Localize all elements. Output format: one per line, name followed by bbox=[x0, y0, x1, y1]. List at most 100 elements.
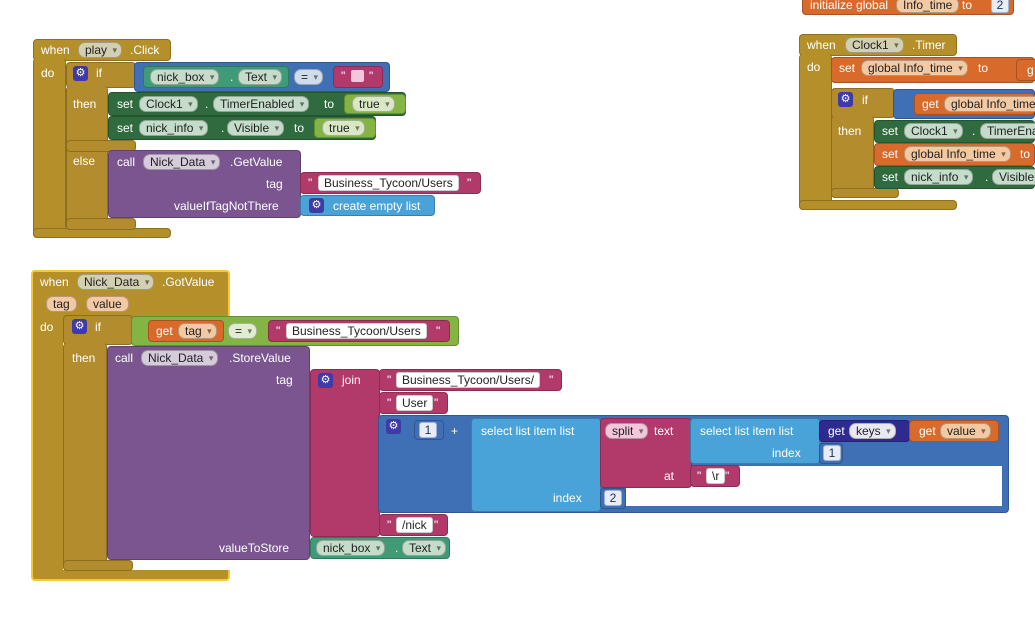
at-socket-label: at bbox=[664, 469, 675, 483]
select-list-item-label: select list item list bbox=[700, 424, 794, 438]
text-socket-label: text bbox=[654, 424, 674, 438]
component-dropdown-nick-data[interactable]: Nick_Data bbox=[143, 154, 221, 170]
variable-dropdown[interactable]: global Info_time bbox=[904, 146, 1011, 162]
property-dropdown-timerenabled[interactable]: TimerEnabled bbox=[213, 96, 310, 112]
create-empty-list-block[interactable] bbox=[300, 195, 435, 216]
get-keyword: get bbox=[156, 324, 173, 338]
create-empty-list-label: create empty list bbox=[333, 199, 421, 213]
join-block[interactable] bbox=[310, 369, 380, 537]
set-keyword: set bbox=[882, 170, 899, 184]
event-param-value[interactable]: value bbox=[86, 296, 129, 312]
number-field[interactable]: 2 bbox=[604, 490, 622, 506]
select-list-item-block-2[interactable] bbox=[690, 418, 820, 464]
component-dropdown-nick-info[interactable]: nick_info bbox=[904, 169, 974, 185]
text-field[interactable]: \r bbox=[706, 468, 726, 484]
if-keyword: if bbox=[95, 320, 101, 334]
split-dropdown[interactable]: split bbox=[605, 423, 649, 439]
set-keyword: set bbox=[117, 121, 134, 135]
quote-right: " bbox=[725, 469, 730, 483]
text-field[interactable]: Business_Tycoon/Users/ bbox=[396, 372, 541, 388]
initialize-global-label: initialize global bbox=[810, 0, 889, 12]
index-label: index bbox=[772, 446, 801, 460]
to-keyword: to bbox=[962, 0, 973, 12]
number-field[interactable]: 1 bbox=[419, 422, 437, 438]
quote-left: " bbox=[276, 324, 281, 338]
then-keyword: then bbox=[73, 97, 97, 111]
number-field[interactable]: 1 bbox=[823, 445, 841, 461]
variable-dropdown-value[interactable]: value bbox=[940, 423, 991, 439]
number-field[interactable]: 2 bbox=[991, 0, 1009, 13]
quote-right: " bbox=[467, 176, 472, 190]
component-dropdown-clock1[interactable]: Clock1 bbox=[904, 123, 963, 139]
quote-left: " bbox=[697, 469, 702, 483]
to-keyword: to bbox=[1020, 147, 1031, 161]
set-keyword: set bbox=[882, 147, 899, 161]
mutator-gear-icon[interactable]: ⚙ bbox=[318, 373, 333, 388]
call-nick-data-storevalue[interactable] bbox=[107, 346, 310, 560]
property-dropdown-timerenabled[interactable]: TimerEna bbox=[980, 123, 1035, 139]
quote-left: " bbox=[341, 69, 346, 83]
to-keyword: to bbox=[978, 61, 989, 75]
value-if-tag-not-there-label: valueIfTagNotThere bbox=[174, 199, 279, 213]
quote-right: " bbox=[434, 396, 439, 410]
event-name: .GotValue bbox=[162, 275, 215, 289]
when-keyword: when bbox=[40, 275, 69, 289]
get-keyword: get bbox=[828, 424, 845, 438]
when-keyword: when bbox=[41, 43, 70, 57]
variable-dropdown[interactable]: global Info_time bbox=[861, 60, 968, 76]
mutator-gear-icon[interactable]: ⚙ bbox=[72, 319, 87, 334]
variable-dropdown-tag[interactable]: tag bbox=[178, 323, 217, 339]
variable-dropdown[interactable]: global Info_time bbox=[944, 96, 1035, 112]
quote-right: " bbox=[434, 518, 439, 532]
empty-text-field[interactable] bbox=[351, 70, 364, 82]
property-dropdown-visible[interactable]: Visible bbox=[992, 169, 1035, 185]
select-list-item-label: select list item list bbox=[481, 424, 575, 438]
operator-dropdown[interactable]: = bbox=[228, 323, 258, 339]
property-dropdown-text[interactable]: Text bbox=[402, 540, 447, 556]
text-field[interactable]: User bbox=[396, 395, 434, 411]
tag-socket-label: tag bbox=[266, 177, 283, 191]
select-list-item-block-1[interactable] bbox=[471, 418, 601, 512]
set-keyword: set bbox=[117, 97, 134, 111]
component-dropdown-nick-data[interactable]: Nick_Data bbox=[141, 350, 219, 366]
call-keyword: call bbox=[117, 155, 136, 169]
global-name-field[interactable]: Info_time bbox=[896, 0, 960, 13]
then-keyword: then bbox=[838, 124, 862, 138]
component-dropdown-nick-info[interactable]: nick_info bbox=[139, 120, 209, 136]
method-name: .StoreValue bbox=[229, 351, 291, 365]
component-dropdown-nick-data[interactable]: Nick_Data bbox=[77, 274, 155, 290]
property-dropdown-visible[interactable]: Visible bbox=[227, 120, 285, 136]
event-name: .Click bbox=[130, 43, 160, 57]
component-dropdown-nick-box[interactable]: nick_box bbox=[316, 540, 386, 556]
event-name: .Timer bbox=[912, 38, 946, 52]
mutator-gear-icon[interactable]: ⚙ bbox=[309, 198, 324, 213]
get-block-partial[interactable]: g bbox=[1027, 63, 1034, 77]
do-keyword: do bbox=[807, 60, 821, 74]
component-dropdown-play[interactable]: play bbox=[78, 42, 123, 58]
text-field[interactable]: Business_Tycoon/Users bbox=[286, 323, 427, 339]
tag-text-field[interactable]: Business_Tycoon/Users bbox=[318, 175, 459, 191]
component-dropdown-clock1[interactable]: Clock1 bbox=[845, 37, 904, 53]
property-dropdown-text[interactable]: Text bbox=[238, 69, 283, 85]
then-keyword: then bbox=[72, 351, 96, 365]
quote-left: " bbox=[387, 396, 392, 410]
when-keyword: when bbox=[807, 38, 836, 52]
value-to-store-label: valueToStore bbox=[219, 541, 290, 555]
event-param-tag[interactable]: tag bbox=[46, 296, 77, 312]
quote-left: " bbox=[308, 176, 313, 190]
text-field[interactable]: /nick bbox=[396, 517, 433, 533]
get-keyword: get bbox=[919, 424, 936, 438]
boolean-dropdown[interactable]: true bbox=[322, 120, 365, 136]
component-dropdown-clock1[interactable]: Clock1 bbox=[139, 96, 198, 112]
mutator-gear-icon[interactable]: ⚙ bbox=[386, 419, 401, 434]
get-keyword: get bbox=[922, 97, 939, 111]
component-dropdown-nick-box[interactable]: nick_box bbox=[150, 69, 220, 85]
to-keyword: to bbox=[324, 97, 335, 111]
boolean-dropdown[interactable]: true bbox=[352, 96, 395, 112]
mutator-gear-icon[interactable]: ⚙ bbox=[838, 92, 853, 107]
tag-socket-label: tag bbox=[276, 373, 293, 387]
dict-keys-dropdown[interactable]: keys bbox=[849, 423, 896, 439]
operator-dropdown[interactable]: = bbox=[294, 69, 324, 85]
else-keyword: else bbox=[73, 154, 96, 168]
mutator-gear-icon[interactable]: ⚙ bbox=[73, 66, 88, 81]
